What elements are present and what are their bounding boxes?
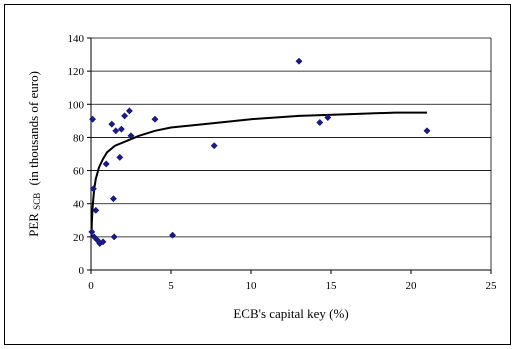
data-point-21 — [295, 57, 303, 65]
data-point-2 — [89, 185, 97, 193]
y-tick-label-60: 60 — [73, 166, 85, 178]
y-tick-label-80: 80 — [73, 132, 85, 144]
data-point-8 — [102, 160, 110, 168]
data-point-12 — [112, 127, 120, 135]
data-points — [88, 57, 431, 248]
data-point-1 — [89, 115, 97, 123]
data-point-10 — [109, 195, 117, 203]
data-point-0 — [88, 228, 96, 236]
x-tick-label-25: 25 — [486, 280, 498, 292]
data-point-17 — [127, 132, 135, 140]
plot-area — [91, 38, 491, 270]
x-tick-label-20: 20 — [406, 280, 418, 292]
y-axis-label-subscript: SCB — [32, 193, 42, 210]
plot-background — [91, 38, 491, 270]
data-point-20 — [210, 142, 218, 150]
x-tick-labels: 0 5 10 15 20 25 — [88, 280, 497, 292]
data-point-15 — [121, 112, 129, 120]
data-point-19 — [169, 231, 177, 239]
y-tick-label-0: 0 — [79, 265, 85, 277]
data-point-13 — [116, 153, 124, 161]
data-point-11 — [110, 233, 118, 241]
data-point-9 — [108, 120, 116, 128]
gridlines — [91, 37, 491, 238]
x-tick-label-15: 15 — [326, 280, 338, 292]
y-tick-label-140: 140 — [68, 33, 85, 45]
y-tick-label-120: 120 — [68, 66, 85, 78]
y-axis-label-suffix: (in thousands of euro) — [26, 71, 41, 185]
x-tick-label-0: 0 — [88, 280, 94, 292]
x-tick-label-10: 10 — [246, 280, 258, 292]
data-point-22 — [316, 118, 324, 127]
data-point-24 — [423, 127, 431, 135]
data-point-14 — [117, 125, 125, 133]
y-axis-label: PER SCB (in thousands of euro) — [26, 71, 43, 237]
data-point-16 — [125, 107, 133, 115]
y-tick-label-100: 100 — [68, 99, 85, 111]
data-point-7 — [99, 238, 107, 246]
data-point-23 — [324, 113, 332, 122]
y-tick-label-40: 40 — [73, 199, 85, 211]
x-axis-label: ECB's capital key (%) — [233, 306, 348, 321]
x-tick-label-5: 5 — [168, 280, 174, 292]
data-point-18 — [151, 115, 159, 123]
data-point-4 — [92, 206, 100, 214]
y-tick-label-20: 20 — [73, 232, 85, 244]
y-tick-labels: 0 20 40 60 80 100 120 140 — [68, 33, 85, 277]
y-axis-label-main: PER — [26, 213, 41, 237]
